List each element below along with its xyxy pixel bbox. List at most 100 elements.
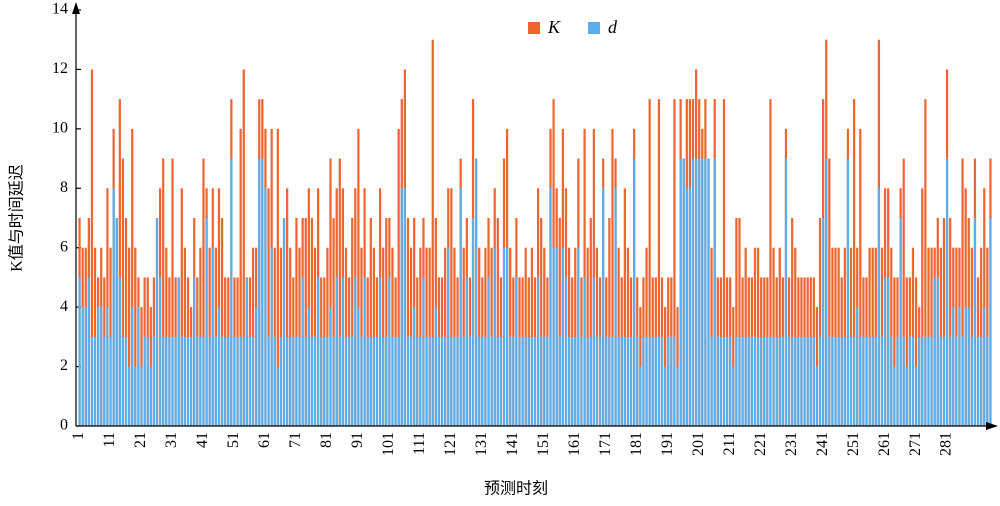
bar <box>165 336 168 426</box>
x-tick-label: 141 <box>504 432 521 456</box>
bar <box>524 336 527 426</box>
bar <box>320 336 323 426</box>
bar <box>97 307 100 426</box>
bar <box>735 218 738 426</box>
bar <box>462 336 465 426</box>
bar <box>694 158 698 427</box>
bar <box>617 336 620 426</box>
bar <box>137 307 140 426</box>
bar <box>496 218 499 426</box>
bar <box>964 307 967 426</box>
bar <box>158 277 162 426</box>
bar <box>952 307 955 426</box>
bar <box>794 336 797 426</box>
bar <box>558 218 561 426</box>
bar <box>633 158 636 427</box>
bar <box>732 366 735 426</box>
bar <box>307 307 310 426</box>
bar <box>128 247 131 426</box>
x-axis-label: 预测时刻 <box>484 480 548 498</box>
bar <box>143 336 146 426</box>
bar <box>589 218 592 426</box>
bar <box>171 158 174 427</box>
bar <box>186 336 190 426</box>
legend-swatch <box>528 22 540 34</box>
bar <box>945 158 949 427</box>
x-tick-label: 91 <box>349 432 366 448</box>
bar <box>791 336 794 426</box>
bar <box>818 218 822 426</box>
bar <box>710 336 713 426</box>
bar <box>372 336 376 426</box>
bar <box>595 336 599 426</box>
bar <box>267 188 270 426</box>
bar <box>961 336 964 426</box>
bar <box>868 336 871 426</box>
bar <box>270 247 273 426</box>
bar <box>853 336 856 426</box>
bar <box>264 188 267 426</box>
bar <box>434 307 437 426</box>
bar <box>750 336 753 426</box>
x-tick-label: 271 <box>907 432 924 456</box>
x-tick-label: 11 <box>101 432 118 447</box>
bar <box>149 366 152 426</box>
bar <box>704 158 707 427</box>
bar <box>341 277 345 426</box>
bar <box>871 336 874 426</box>
bar <box>564 277 568 426</box>
bar <box>639 366 642 426</box>
bar <box>818 336 822 426</box>
x-tick-label: 241 <box>814 432 831 456</box>
bar <box>360 336 363 426</box>
bar <box>183 336 187 426</box>
bar <box>227 336 230 426</box>
bar <box>459 188 462 426</box>
y-axis-arrow <box>72 2 80 14</box>
bar <box>527 336 530 426</box>
bar <box>725 336 729 426</box>
bar <box>744 336 747 426</box>
bar <box>255 307 258 426</box>
bar <box>747 336 750 426</box>
bar <box>533 336 537 426</box>
bar <box>856 307 859 426</box>
bar <box>769 99 772 427</box>
bar <box>375 336 379 426</box>
bar <box>636 336 639 426</box>
bar <box>162 158 165 427</box>
bar <box>664 366 667 426</box>
bar <box>914 366 918 426</box>
bar <box>400 188 403 426</box>
bar <box>431 39 434 426</box>
bar <box>261 158 264 427</box>
bar <box>927 336 930 426</box>
bar <box>986 336 989 426</box>
bar <box>645 336 648 426</box>
x-tick-label: 131 <box>473 432 490 456</box>
bar <box>983 307 986 426</box>
bar <box>933 277 936 426</box>
bar <box>567 336 571 426</box>
bar <box>385 218 388 426</box>
bar <box>623 336 626 426</box>
bar <box>611 336 614 426</box>
bar <box>608 336 611 426</box>
bar <box>220 336 224 426</box>
bar <box>224 336 227 426</box>
bar <box>335 277 338 426</box>
x-tick-label: 211 <box>721 432 738 455</box>
bar <box>561 247 565 426</box>
bar <box>134 366 137 426</box>
bar <box>369 218 372 426</box>
bar <box>772 336 775 426</box>
bar <box>499 336 503 426</box>
bar <box>357 128 360 426</box>
x-tick-label: 61 <box>256 432 273 448</box>
bar <box>989 218 992 426</box>
bar <box>800 336 803 426</box>
bar <box>834 336 837 426</box>
x-tick-label: 231 <box>783 432 800 456</box>
bar <box>673 336 676 426</box>
